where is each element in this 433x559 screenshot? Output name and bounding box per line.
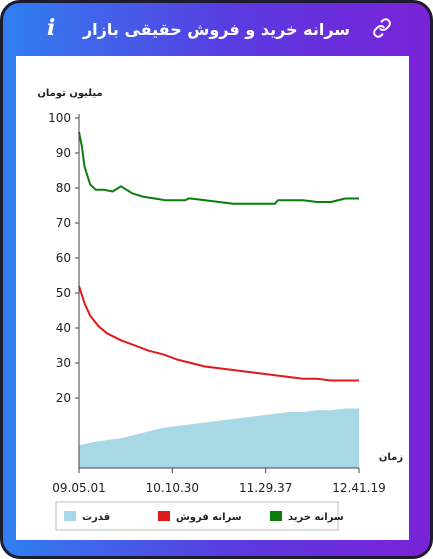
legend-swatch [270,511,282,521]
legend-label: سرانه فروش [176,512,242,523]
y-axis-title: میلیون تومان [37,88,102,99]
legend-label: سرانه خرید [288,512,344,523]
x-tick-label: 10.10.30 [146,481,199,495]
line-series-1 [78,285,359,382]
page-title: سرانه خرید و فروش حقیقی بازار [82,19,351,39]
y-tick-label: 40 [56,321,71,335]
x-tick-label: 12.41.19 [332,481,385,495]
chart-panel: LiveTSE.ir 20 30 40 50 60 70 80 90 100 09.05.01 10… [16,56,409,540]
y-tick-label: 50 [56,286,71,300]
legend-box [55,501,339,531]
x-axis-title: زمان [379,452,403,463]
y-tick-label: 70 [56,216,71,230]
x-tick-label: 09.05.01 [52,481,105,495]
legend-swatch [158,511,170,521]
y-tick-label: 90 [56,146,71,160]
watermark-text: LiveTSE.ir [139,368,300,403]
line-series-0 [78,131,359,205]
y-tick-label: 30 [56,356,71,370]
x-tick-label: 11.29.37 [239,481,292,495]
y-tick-label: 20 [56,391,71,405]
legend-label: قدرت [82,512,110,523]
y-tick-label: 100 [48,111,71,125]
header-bar: i سرانه خرید و فروش حقیقی بازار [3,3,430,55]
y-tick-label: 60 [56,251,71,265]
line-chart: LiveTSE.ir 20 30 40 50 60 70 80 90 100 09.05.01 10… [37,88,403,531]
link-icon[interactable] [372,18,392,38]
area-series-2 [79,408,359,468]
info-icon[interactable]: i [47,15,56,41]
legend-swatch [64,511,76,521]
y-tick-label: 80 [56,181,71,195]
